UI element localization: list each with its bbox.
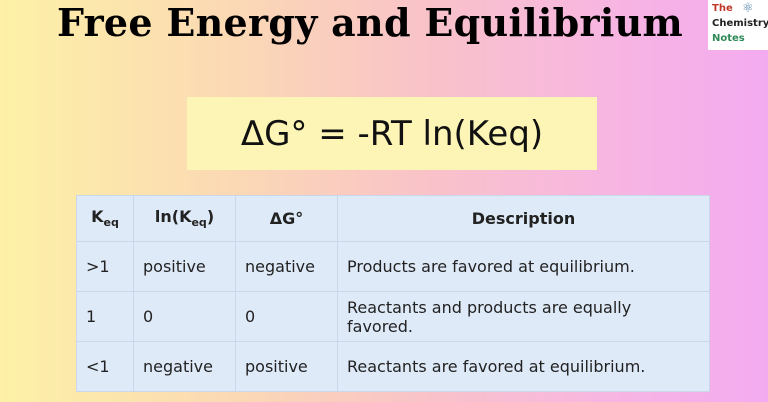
cell-description: Reactants and products are equally favor… (337, 291, 710, 342)
table-row: 1 0 0 Reactants and products are equally… (76, 291, 710, 342)
header-deltag: ΔG° (235, 195, 338, 242)
atom-icon: ⚛ (742, 1, 754, 16)
cell-description: Products are favored at equilibrium. (337, 241, 710, 292)
logo-line1: The (712, 3, 733, 14)
cell-lnkeq: negative (133, 341, 236, 392)
page-title: Free Energy and Equilibrium (56, 0, 684, 45)
cell-deltag: negative (235, 241, 338, 292)
cell-lnkeq: positive (133, 241, 236, 292)
relation-table: Keq ln(Keq) ΔG° Description >1 positive … (76, 195, 710, 392)
logo-line3: Notes (712, 33, 745, 44)
cell-deltag: 0 (235, 291, 338, 342)
cell-keq: <1 (76, 341, 134, 392)
logo: ⚛ The Chemistry Notes (708, 0, 768, 50)
cell-deltag: positive (235, 341, 338, 392)
table-row: >1 positive negative Products are favore… (76, 241, 710, 292)
header-description: Description (337, 195, 710, 242)
header-keq: Keq (76, 195, 134, 242)
cell-keq: 1 (76, 291, 134, 342)
table-row: <1 negative positive Reactants are favor… (76, 341, 710, 392)
cell-description: Reactants are favored at equilibrium. (337, 341, 710, 392)
cell-keq: >1 (76, 241, 134, 292)
table-header: Keq ln(Keq) ΔG° Description (76, 195, 710, 242)
equation-box: ΔG° = -RT ln(Keq) (187, 97, 597, 170)
equation: ΔG° = -RT ln(Keq) (240, 113, 544, 154)
logo-line2: Chemistry (712, 18, 768, 29)
header-lnkeq: ln(Keq) (133, 195, 236, 242)
cell-lnkeq: 0 (133, 291, 236, 342)
